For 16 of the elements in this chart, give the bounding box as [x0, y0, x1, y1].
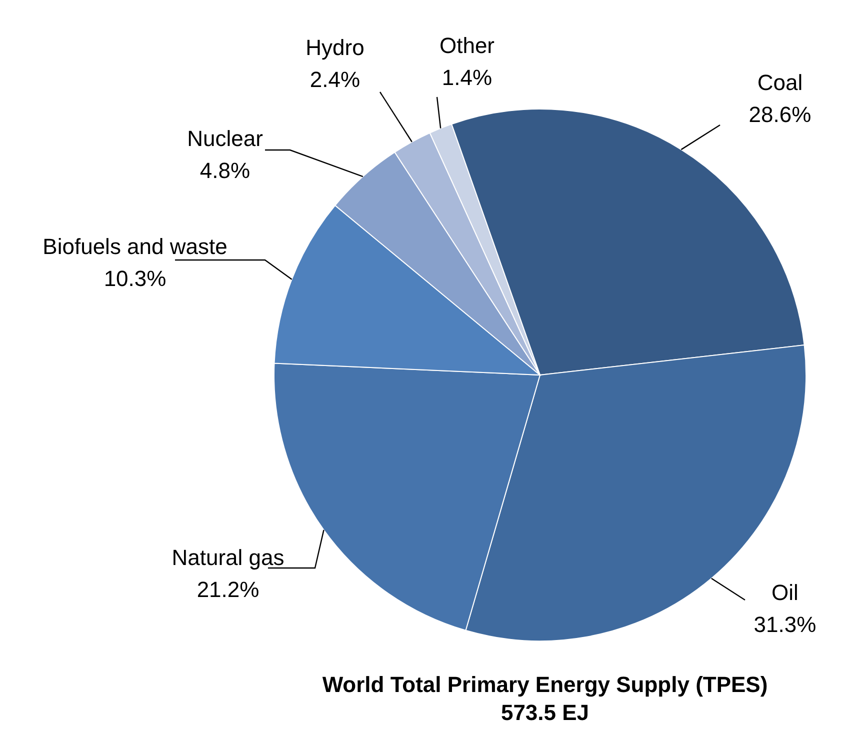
text: 573.5 EJ — [500, 700, 590, 725]
slice-label: Biofuels and waste — [42, 234, 228, 259]
data-label: 28.6% — [748, 102, 812, 127]
slice-label: Coal — [757, 70, 803, 95]
slice-label: Other — [439, 33, 495, 58]
data-label: 31.3% — [754, 612, 816, 637]
slice-label: Oil — [772, 580, 798, 605]
data-label: 10.3% — [104, 266, 166, 291]
slice-label: Natural gas — [172, 545, 284, 570]
text: World Total Primary Energy Supply (TPES) — [322, 672, 768, 697]
slice-label: Nuclear — [187, 126, 263, 151]
data-label: 4.8% — [200, 158, 250, 183]
data-label: 2.4% — [310, 67, 360, 92]
data-label: 1.4% — [442, 65, 492, 90]
data-label: 21.2% — [196, 577, 260, 602]
slice-label: Hydro — [306, 35, 364, 60]
